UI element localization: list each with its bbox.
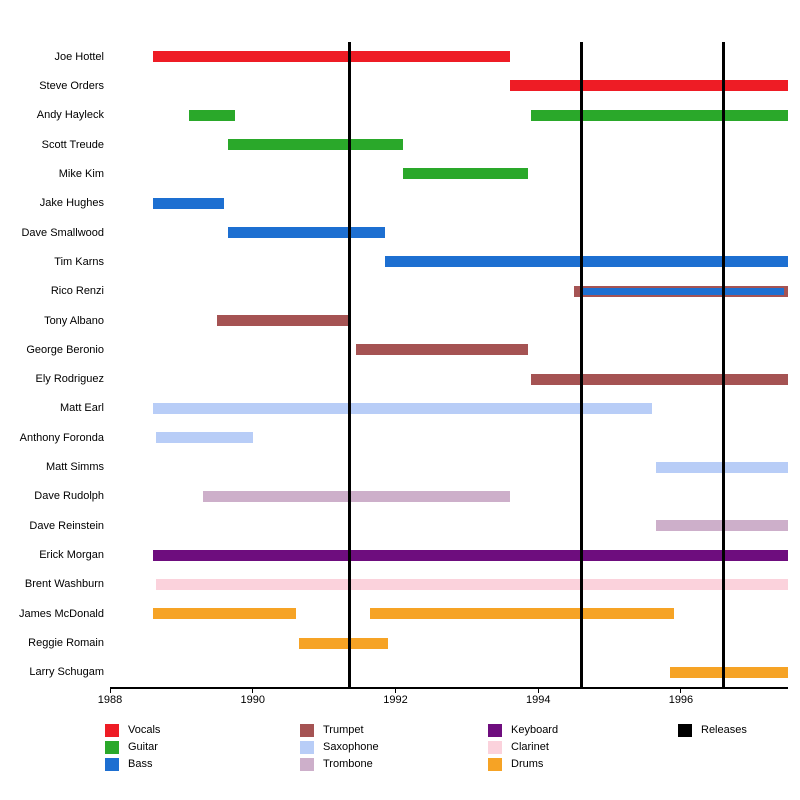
member-label: Ely Rodriguez	[35, 373, 104, 386]
x-tick-label: 1994	[525, 694, 551, 706]
timeline-bar	[299, 637, 389, 649]
legend-item-releases: Releases	[678, 722, 747, 739]
legend-item-vocals: Vocals	[105, 722, 160, 739]
x-tick-mark	[394, 689, 396, 693]
x-tick-mark	[680, 689, 682, 693]
member-label: Matt Earl	[59, 402, 104, 415]
timeline-bar	[655, 461, 788, 473]
timeline-bar	[670, 666, 788, 678]
legend-swatch-drums	[488, 758, 502, 771]
member-label: Dave Smallwood	[21, 226, 104, 239]
timeline-bar	[152, 197, 225, 209]
legend-swatch-clarinet	[488, 741, 502, 754]
timeline-bar	[370, 608, 674, 620]
timeline-bar	[356, 344, 528, 356]
x-axis-line	[110, 687, 788, 689]
member-label: Brent Washburn	[24, 578, 104, 591]
member-label: James McDonald	[19, 607, 104, 620]
timeline-bar	[152, 608, 296, 620]
member-label: Larry Schugam	[29, 666, 104, 679]
timeline-bar	[509, 80, 788, 92]
member-label: Rico Renzi	[50, 285, 104, 298]
legend-label: Releases	[701, 724, 747, 736]
timeline-bar	[156, 432, 253, 444]
legend-item-trombone: Trombone	[300, 756, 379, 773]
legend-item-guitar: Guitar	[105, 739, 160, 756]
legend-swatch-saxophone	[300, 741, 314, 754]
timeline-bar	[227, 139, 403, 151]
timeline-bar	[152, 549, 788, 561]
legend-column: Trumpet Saxophone Trombone	[300, 722, 379, 773]
member-label: Mike Kim	[58, 167, 104, 180]
legend-swatch-releases	[678, 724, 692, 737]
legend-swatch-bass	[105, 758, 119, 771]
legend-label: Trumpet	[323, 724, 364, 736]
legend-swatch-trumpet	[300, 724, 314, 737]
x-tick-label: 1988	[97, 694, 123, 706]
timeline-bar	[655, 520, 788, 532]
legend-label: Drums	[511, 758, 544, 770]
timeline-bar	[227, 227, 385, 239]
release-line	[347, 42, 351, 687]
timeline-bar	[156, 578, 788, 590]
member-label: Scott Treude	[41, 138, 104, 151]
member-label: Tony Albano	[44, 314, 104, 327]
x-tick-label: 1996	[668, 694, 694, 706]
timeline-bar	[202, 490, 510, 502]
timeline-bar	[402, 168, 528, 180]
legend-label: Keyboard	[511, 724, 559, 736]
x-tick-mark	[109, 689, 111, 693]
legend-item-clarinet: Clarinet	[488, 739, 558, 756]
x-tick-mark	[537, 689, 539, 693]
member-label: George Beronio	[26, 343, 104, 356]
legend-swatch-trombone	[300, 758, 314, 771]
legend-swatch-keyboard	[488, 724, 502, 737]
legend-item-keyboard: Keyboard	[488, 722, 558, 739]
timeline-bar	[152, 402, 653, 414]
legend-item-saxophone: Saxophone	[300, 739, 379, 756]
timeline-bar	[152, 51, 510, 63]
legend-swatch-guitar	[105, 741, 119, 754]
timeline-bar	[384, 256, 788, 268]
member-label: Jake Hughes	[39, 197, 104, 210]
timeline-bar	[581, 287, 785, 295]
timeline-bar	[531, 373, 788, 385]
legend-label: Saxophone	[323, 741, 379, 753]
release-line	[722, 42, 726, 687]
x-tick-mark	[252, 689, 254, 693]
timeline-bar	[531, 109, 788, 121]
legend-label: Trombone	[323, 758, 373, 770]
x-tick-label: 1992	[383, 694, 408, 706]
member-label: Steve Orders	[39, 79, 104, 92]
member-label: Joe Hottel	[54, 50, 104, 63]
legend-item-bass: Bass	[105, 756, 160, 773]
member-label: Reggie Romain	[28, 637, 104, 650]
legend-item-drums: Drums	[488, 756, 558, 773]
member-label: Matt Simms	[45, 461, 104, 474]
timeline-bar	[188, 109, 235, 121]
member-label: Anthony Foronda	[19, 431, 104, 444]
member-label: Andy Hayleck	[36, 109, 104, 122]
legend-item-trumpet: Trumpet	[300, 722, 379, 739]
member-label: Erick Morgan	[39, 549, 104, 562]
legend-label: Clarinet	[511, 741, 549, 753]
release-line	[579, 42, 583, 687]
legend-column: Releases	[678, 722, 747, 739]
timeline-bar	[217, 315, 350, 327]
member-label: Dave Rudolph	[34, 490, 104, 503]
legend-column: Vocals Guitar Bass	[105, 722, 160, 773]
x-tick-label: 1990	[240, 694, 265, 706]
member-label: Tim Karns	[54, 255, 104, 268]
legend-label: Vocals	[128, 724, 161, 736]
legend-swatch-vocals	[105, 724, 119, 737]
legend-label: Bass	[128, 758, 153, 770]
legend-column: Keyboard Clarinet Drums	[488, 722, 558, 773]
legend-label: Guitar	[128, 741, 158, 753]
member-label: Dave Reinstein	[29, 519, 104, 532]
